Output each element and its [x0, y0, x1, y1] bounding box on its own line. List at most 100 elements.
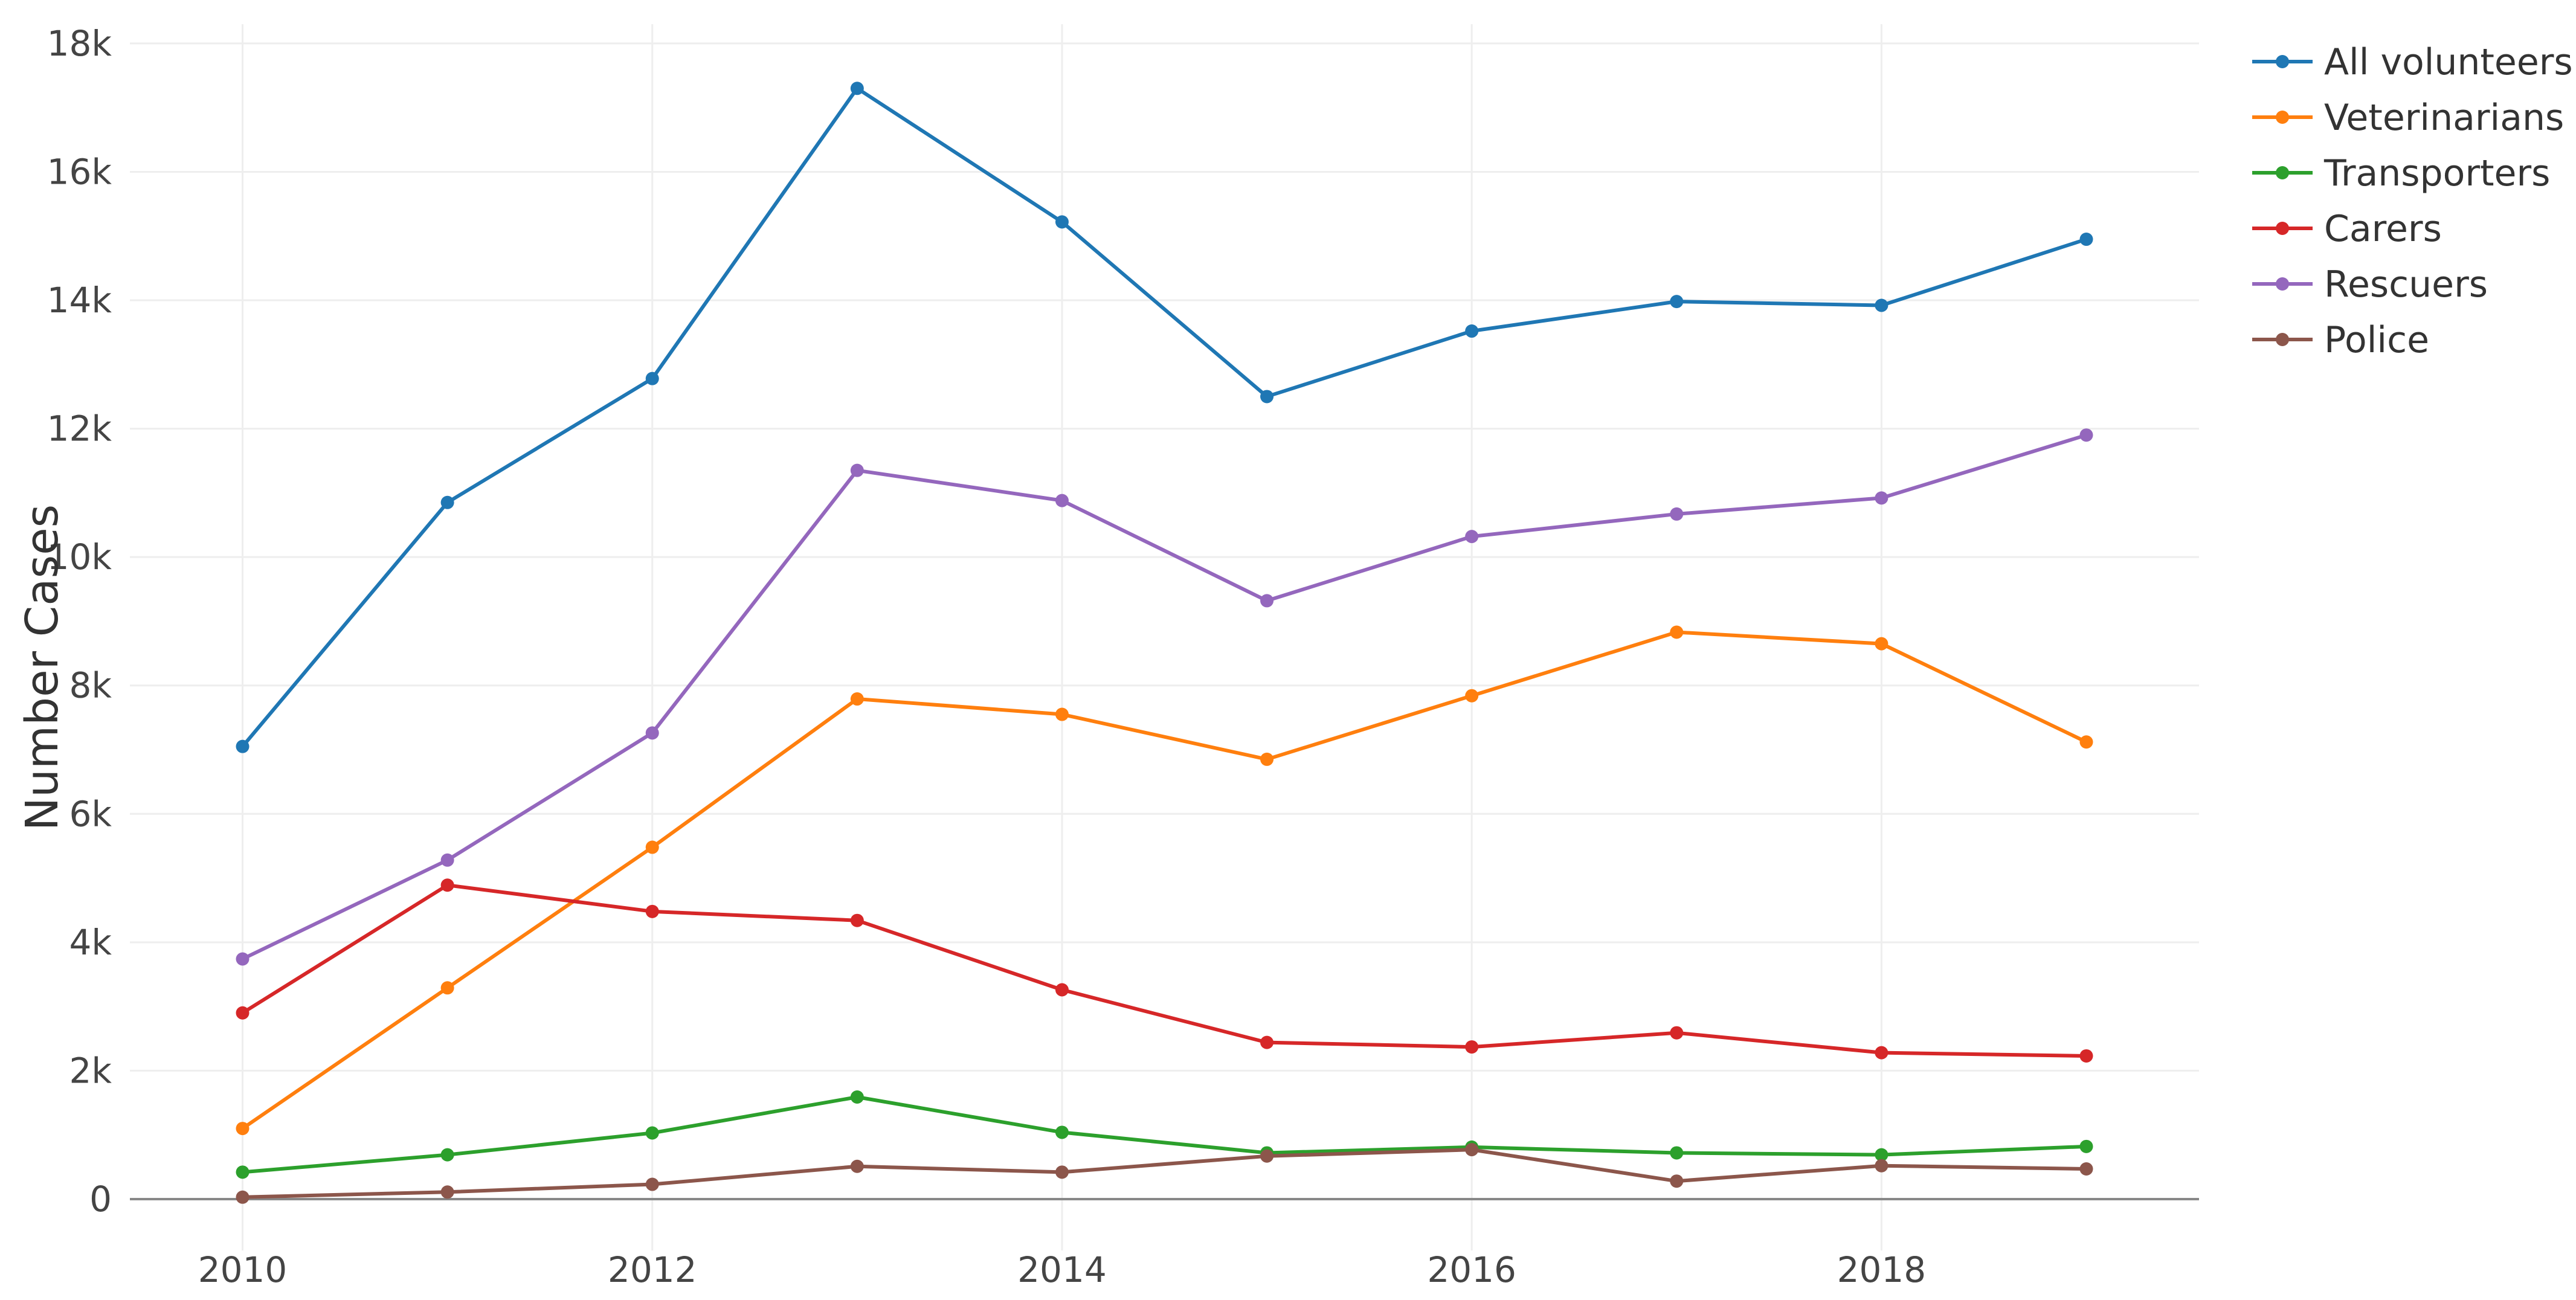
- data-point-rescuers[interactable]: [1260, 594, 1274, 608]
- series-veterinarians: [236, 625, 2093, 1136]
- data-point-transporters[interactable]: [1055, 1125, 1069, 1139]
- data-point-transporters[interactable]: [1875, 1148, 1889, 1162]
- data-point-all-volunteers[interactable]: [440, 495, 454, 509]
- legend-item-police[interactable]: Police: [2252, 319, 2429, 361]
- y-tick-label: 12k: [47, 408, 112, 449]
- legend-item-veterinarians[interactable]: Veterinarians: [2252, 97, 2564, 139]
- data-point-all-volunteers[interactable]: [645, 372, 659, 385]
- series-rescuers: [236, 428, 2093, 966]
- data-point-transporters[interactable]: [645, 1126, 659, 1140]
- data-point-transporters[interactable]: [440, 1148, 454, 1162]
- x-tick-label: 2018: [1837, 1249, 1927, 1290]
- y-tick-label: 0: [89, 1179, 112, 1220]
- data-point-rescuers[interactable]: [1465, 530, 1479, 544]
- axes: 0 2k 4k 6k 8k 10k 12k 14k 16k 18k 2010 2012 2014 2016…: [47, 23, 2199, 1290]
- data-point-rescuers[interactable]: [645, 726, 659, 740]
- y-tick-label: 18k: [47, 23, 112, 64]
- legend-item-carers[interactable]: Carers: [2252, 208, 2442, 250]
- data-point-transporters[interactable]: [1670, 1146, 1684, 1160]
- legend-label: Police: [2324, 319, 2429, 361]
- legend-item-all-volunteers[interactable]: All volunteers: [2252, 41, 2573, 83]
- data-point-rescuers[interactable]: [440, 853, 454, 867]
- x-tick-label: 2016: [1427, 1249, 1516, 1290]
- data-point-veterinarians[interactable]: [645, 840, 659, 854]
- data-point-carers[interactable]: [236, 1006, 250, 1020]
- series-line-rescuers: [240, 433, 2088, 961]
- data-point-police[interactable]: [440, 1185, 454, 1199]
- x-tick-label: 2010: [198, 1249, 288, 1290]
- data-point-veterinarians[interactable]: [1055, 707, 1069, 721]
- data-point-police[interactable]: [1055, 1165, 1069, 1179]
- series-carers: [236, 878, 2093, 1063]
- data-point-carers[interactable]: [1670, 1026, 1684, 1040]
- data-point-rescuers[interactable]: [2079, 428, 2093, 442]
- series-group: [236, 82, 2093, 1204]
- legend-marker-icon: [2276, 222, 2289, 235]
- data-point-transporters[interactable]: [850, 1090, 864, 1104]
- legend-label: All volunteers: [2324, 41, 2573, 83]
- data-point-veterinarians[interactable]: [440, 981, 454, 995]
- data-point-all-volunteers[interactable]: [1670, 295, 1684, 309]
- data-point-carers[interactable]: [2079, 1049, 2093, 1063]
- data-point-police[interactable]: [1465, 1143, 1479, 1157]
- gridlines: [130, 24, 2199, 1250]
- y-axis-label: Number Cases: [16, 504, 68, 831]
- data-point-rescuers[interactable]: [1875, 491, 1889, 505]
- data-point-carers[interactable]: [1260, 1035, 1274, 1049]
- y-tick-label: 4k: [69, 922, 112, 963]
- data-point-rescuers[interactable]: [1055, 494, 1069, 507]
- data-point-veterinarians[interactable]: [850, 692, 864, 706]
- data-point-carers[interactable]: [440, 878, 454, 892]
- data-point-veterinarians[interactable]: [2079, 735, 2093, 749]
- data-point-veterinarians[interactable]: [1260, 752, 1274, 766]
- legend-marker-icon: [2276, 166, 2289, 179]
- data-point-police[interactable]: [1875, 1159, 1889, 1173]
- data-point-rescuers[interactable]: [850, 463, 864, 477]
- y-tick-label: 6k: [69, 793, 112, 834]
- data-point-rescuers[interactable]: [1670, 507, 1684, 521]
- x-tick-label: 2012: [608, 1249, 697, 1290]
- data-point-transporters[interactable]: [2079, 1139, 2093, 1153]
- series-line-all-volunteers: [240, 86, 2088, 748]
- series-all-volunteers: [236, 82, 2093, 753]
- x-tick-label: 2014: [1017, 1249, 1107, 1290]
- data-point-all-volunteers[interactable]: [1875, 298, 1889, 312]
- data-point-carers[interactable]: [645, 904, 659, 918]
- data-point-carers[interactable]: [850, 913, 864, 927]
- data-point-police[interactable]: [1260, 1149, 1274, 1163]
- data-point-police[interactable]: [1670, 1174, 1684, 1188]
- data-point-all-volunteers[interactable]: [1260, 390, 1274, 404]
- y-tick-label: 10k: [47, 536, 112, 578]
- data-point-all-volunteers[interactable]: [850, 82, 864, 95]
- data-point-all-volunteers[interactable]: [2079, 233, 2093, 246]
- data-point-transporters[interactable]: [236, 1165, 250, 1179]
- data-point-veterinarians[interactable]: [1670, 625, 1684, 639]
- data-point-veterinarians[interactable]: [1465, 689, 1479, 703]
- legend-marker-icon: [2276, 277, 2289, 291]
- legend-marker-icon: [2276, 55, 2289, 68]
- data-point-police[interactable]: [645, 1177, 659, 1191]
- y-tick-label: 16k: [47, 151, 112, 192]
- data-point-all-volunteers[interactable]: [1055, 215, 1069, 229]
- data-point-veterinarians[interactable]: [236, 1122, 250, 1136]
- legend-label: Veterinarians: [2324, 97, 2564, 139]
- data-point-rescuers[interactable]: [236, 952, 250, 966]
- data-point-police[interactable]: [850, 1159, 864, 1173]
- legend: All volunteers Veterinarians Transporters C…: [2252, 41, 2573, 361]
- data-point-carers[interactable]: [1875, 1046, 1889, 1060]
- data-point-all-volunteers[interactable]: [1465, 324, 1479, 338]
- y-tick-label: 14k: [47, 280, 112, 321]
- legend-item-rescuers[interactable]: Rescuers: [2252, 263, 2488, 306]
- y-tick-label: 2k: [69, 1050, 112, 1091]
- data-point-police[interactable]: [2079, 1162, 2093, 1176]
- legend-item-transporters[interactable]: Transporters: [2252, 152, 2550, 195]
- data-point-all-volunteers[interactable]: [236, 739, 250, 753]
- data-point-carers[interactable]: [1055, 983, 1069, 997]
- data-point-veterinarians[interactable]: [1875, 637, 1889, 651]
- legend-label: Rescuers: [2324, 263, 2488, 306]
- y-tick-label: 8k: [69, 665, 112, 706]
- data-point-carers[interactable]: [1465, 1040, 1479, 1054]
- series-line-veterinarians: [240, 630, 2088, 1131]
- data-point-police[interactable]: [236, 1190, 250, 1204]
